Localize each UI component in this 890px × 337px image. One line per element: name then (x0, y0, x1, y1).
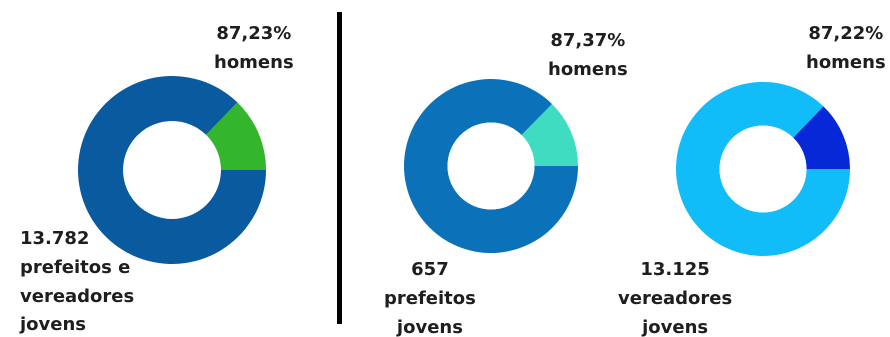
donut-hole (123, 121, 221, 219)
chart-prefeitos-percent-word: homens (548, 58, 628, 80)
donut-hole (447, 122, 535, 210)
donut-slice-homens (404, 79, 578, 253)
chart-total-percent-word: homens (214, 51, 294, 73)
chart-total-desc-line: vereadores (20, 285, 135, 307)
donut-slice-minor (793, 106, 850, 169)
donut-hole (719, 125, 807, 213)
chart-prefeitos-count-label: 657 prefeitos jovens (384, 256, 476, 337)
chart-prefeitos-desc-line: prefeitos (384, 287, 476, 309)
chart-total-count-label: 13.782 prefeitos e vereadores jovens (20, 225, 134, 337)
chart-prefeitos-percent-value: 87,37% (550, 30, 626, 51)
vertical-divider (337, 12, 342, 324)
chart-vereadores-count-label: 13.125 vereadores jovens (618, 256, 732, 337)
chart-vereadores-desc-line: jovens (642, 316, 709, 337)
chart-total-percent-label: 87,23% homens (214, 20, 294, 78)
chart-prefeitos-percent-label: 87,37% homens (548, 27, 628, 85)
donut-slice-homens (77, 75, 266, 264)
donut-chart-prefeitos (404, 79, 578, 253)
donut-slice-minor (521, 103, 578, 166)
donut-chart-total (77, 75, 266, 264)
chart-total-count: 13.782 (20, 228, 90, 249)
chart-vereadores-percent-label: 87,22% homens (806, 20, 886, 78)
donut-slice-homens (676, 81, 850, 256)
chart-prefeitos-count: 657 (411, 259, 449, 280)
donut-chart-vereadores (676, 81, 850, 256)
chart-total-desc-line: jovens (20, 314, 87, 336)
chart-vereadores-percent-value: 87,22% (808, 23, 884, 44)
chart-total-desc-line: prefeitos e (20, 256, 131, 278)
chart-prefeitos-desc-line: jovens (396, 316, 463, 337)
chart-vereadores-count: 13.125 (640, 259, 710, 280)
chart-vereadores-desc-line: vereadores (618, 287, 733, 309)
chart-vereadores-percent-word: homens (806, 51, 886, 73)
chart-total-percent-value: 87,23% (216, 23, 292, 44)
donut-slice-minor (205, 102, 266, 170)
